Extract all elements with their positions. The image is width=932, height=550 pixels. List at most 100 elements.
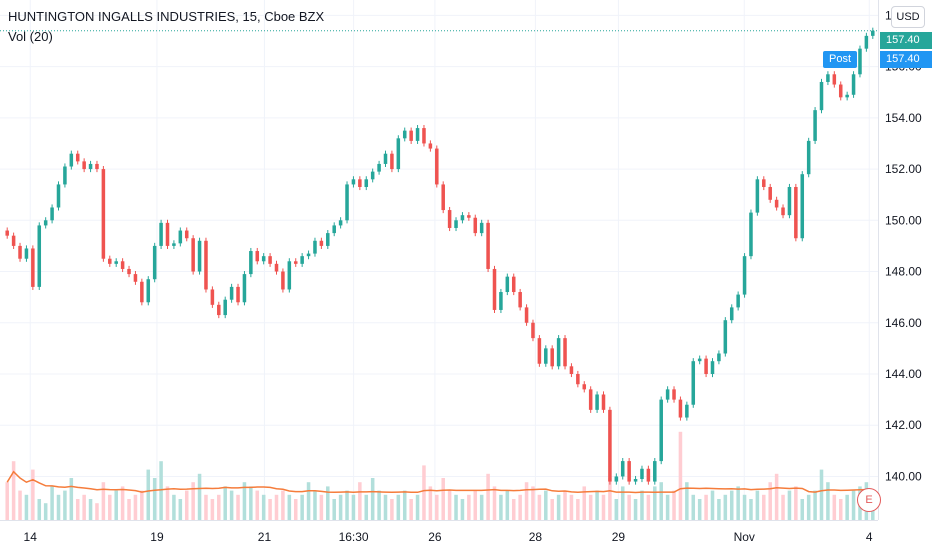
volume-bar [518, 494, 522, 520]
time-tick-label: Nov [734, 530, 755, 544]
candle-body [236, 286, 240, 303]
volume-bar [691, 494, 696, 520]
candle-body [653, 461, 657, 482]
price-tick-label: 146.00 [885, 316, 922, 330]
volume-bar [37, 499, 42, 520]
volume-bar [550, 499, 554, 520]
volume-bar [133, 494, 138, 520]
volume-bar [435, 494, 439, 520]
candle-body [582, 384, 587, 390]
volume-bar [736, 486, 740, 520]
candle-body [402, 130, 407, 139]
volume-bar [729, 490, 734, 520]
candle-body [685, 404, 689, 418]
volume-bar [697, 499, 702, 520]
volume-bar [524, 482, 529, 520]
volume-bar [159, 461, 163, 520]
candle-body [704, 358, 708, 374]
candle-body [601, 394, 606, 410]
volume-bar [479, 494, 484, 520]
volume-bar [672, 490, 676, 520]
volume-bar [531, 486, 535, 520]
volume-bar [152, 478, 157, 520]
volume-bar [774, 473, 779, 520]
candle-body [345, 184, 349, 221]
volume-study-label[interactable]: Vol (20) [8, 29, 53, 44]
volume-bar [563, 490, 567, 520]
volume-bar [620, 486, 625, 520]
time-tick-label: 29 [612, 530, 626, 544]
volume-bar [184, 490, 189, 520]
candle-body [287, 261, 292, 290]
candle-body [338, 220, 343, 226]
volume-bar [492, 486, 497, 520]
volume-bar [646, 494, 651, 520]
candle-body [351, 179, 356, 185]
volume-bar [569, 494, 574, 520]
candle-body [268, 256, 272, 264]
volume-bar [556, 494, 561, 520]
volume-bar [813, 490, 817, 520]
volume-bar [499, 494, 503, 520]
candle-body [261, 256, 266, 262]
volume-bar [56, 494, 61, 520]
candle-body [377, 163, 381, 172]
volume-bar [640, 490, 644, 520]
candle-body [11, 235, 16, 246]
volume-bar [127, 499, 131, 520]
candle-body [191, 238, 195, 272]
volume-bar [351, 494, 356, 520]
volume-bar [511, 499, 516, 520]
volume-bar [595, 490, 599, 520]
time-tick-label: 16:30 [339, 530, 369, 544]
volume-bar [749, 499, 753, 520]
price-tick-label: 148.00 [885, 265, 922, 279]
candle-body [691, 361, 696, 405]
candle-body [608, 409, 612, 482]
candle-body [646, 468, 651, 482]
candle-body [217, 304, 221, 316]
candle-body [95, 163, 99, 170]
candle-body [447, 210, 452, 228]
candle-body [537, 338, 542, 364]
time-axis: 14 19 21 16:30 26 28 29 Nov 4 [0, 520, 878, 544]
candle-body [88, 163, 93, 170]
volume-bar [24, 494, 29, 520]
volume-bar [197, 473, 202, 520]
earnings-marker[interactable]: E [857, 488, 881, 512]
candle-body [152, 245, 157, 280]
volume-bar [268, 499, 272, 520]
candle-body [441, 184, 445, 211]
volume-bar [428, 486, 433, 520]
candle-body [396, 138, 401, 170]
volume-bar [210, 499, 215, 520]
candle-body [435, 148, 439, 185]
currency-button[interactable]: USD [891, 6, 925, 28]
volume-bar [229, 490, 234, 520]
candle-body [492, 268, 497, 310]
volume-bar [326, 486, 330, 520]
candle-body [313, 240, 317, 254]
candle-body [768, 186, 772, 200]
volume-bar [319, 494, 324, 520]
candle-body [710, 361, 715, 374]
volume-bar [146, 469, 151, 520]
volume-bar [486, 473, 490, 520]
volume-bar [832, 494, 837, 520]
candle-body [332, 225, 336, 234]
volume-bar [806, 494, 811, 520]
candle-body [556, 338, 561, 367]
candle-body [69, 153, 74, 167]
volume-bar [82, 494, 86, 520]
volume-bar [377, 490, 381, 520]
candle-body [293, 261, 298, 264]
volume-bar [114, 490, 118, 520]
candle-body [428, 143, 433, 149]
candle-body [172, 243, 176, 246]
time-tick-label: 26 [428, 530, 442, 544]
candle-body [794, 186, 798, 239]
volume-bar [242, 482, 247, 520]
candle-body [717, 353, 721, 362]
candle-body [197, 240, 202, 272]
